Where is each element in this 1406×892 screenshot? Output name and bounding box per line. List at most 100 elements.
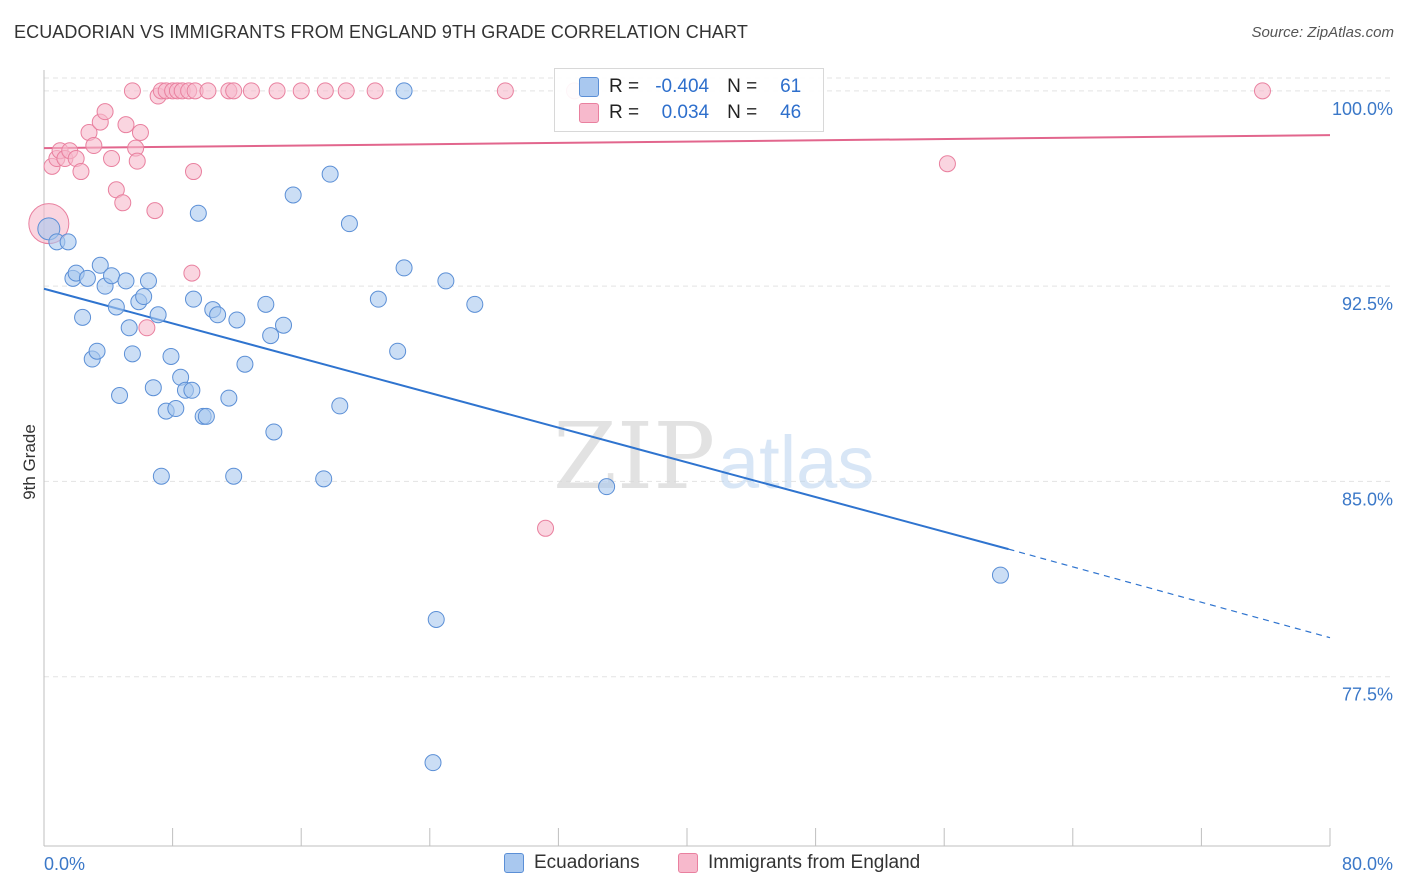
- point-ecuadorian: [135, 288, 153, 306]
- point-immigrant: [225, 82, 243, 100]
- legend-n-value: 46: [780, 102, 802, 123]
- point-ecuadorian: [275, 316, 293, 334]
- point-immigrant: [146, 202, 164, 220]
- point-ecuadorian: [111, 387, 129, 405]
- point-ecuadorian: [331, 397, 349, 415]
- legend-swatch-pink: [579, 103, 599, 123]
- point-ecuadorian: [991, 566, 1009, 584]
- point-immigrant: [366, 82, 384, 100]
- x-tick-label-end: 80.0%: [1342, 854, 1393, 874]
- point-immigrant: [316, 82, 334, 100]
- point-ecuadorian: [149, 306, 167, 324]
- point-immigrant: [496, 82, 514, 100]
- point-ecuadorian: [424, 754, 442, 772]
- legend-r-label: R =: [609, 102, 640, 123]
- point-ecuadorian: [74, 308, 92, 326]
- point-ecuadorian: [369, 290, 387, 308]
- watermark-atlas: atlas: [718, 421, 874, 504]
- watermark: ZIP atlas: [553, 403, 874, 510]
- tick-labels: 77.5% 85.0% 92.5% 100.0% 0.0% 80.0%: [44, 99, 1393, 874]
- source-credit: Source: ZipAtlas.com: [1251, 24, 1394, 41]
- point-immigrant: [1253, 82, 1271, 100]
- point-immigrant: [117, 116, 135, 134]
- point-ecuadorian: [123, 345, 141, 363]
- legend-swatch-blue: [504, 853, 524, 873]
- point-ecuadorian: [284, 186, 302, 204]
- point-ecuadorian: [103, 267, 121, 285]
- point-ecuadorian: [265, 423, 283, 441]
- legend-r-value: -0.404: [655, 76, 710, 97]
- point-immigrant: [123, 82, 141, 100]
- legend-swatch-blue: [579, 77, 599, 97]
- legend-label-immigrants: Immigrants from England: [708, 852, 921, 873]
- legend-n-label: N =: [727, 102, 758, 123]
- legend-item-immigrants: Immigrants from England: [678, 852, 920, 874]
- point-ecuadorian: [427, 610, 445, 628]
- point-ecuadorian: [437, 272, 455, 290]
- point-ecuadorian: [395, 259, 413, 277]
- point-ecuadorian: [183, 381, 201, 399]
- point-ecuadorian: [209, 306, 227, 324]
- point-ecuadorian: [197, 407, 215, 425]
- point-ecuadorian: [466, 295, 484, 313]
- point-ecuadorian: [189, 204, 207, 222]
- x-tick-label-start: 0.0%: [44, 854, 85, 874]
- legend-n-label: N =: [727, 76, 758, 97]
- point-immigrant: [199, 82, 217, 100]
- point-ecuadorian: [107, 298, 125, 316]
- axes: [43, 70, 1331, 847]
- point-ecuadorian: [162, 347, 180, 365]
- point-immigrant: [114, 194, 132, 212]
- point-immigrant: [268, 82, 286, 100]
- legend-r-label: R =: [609, 76, 640, 97]
- point-ecuadorian: [78, 269, 96, 287]
- point-ecuadorian: [262, 327, 280, 345]
- legend-n-value: 61: [780, 76, 802, 97]
- point-ecuadorian: [59, 233, 77, 251]
- gridlines: [44, 77, 1392, 678]
- point-immigrant: [103, 150, 121, 168]
- series-legend: Ecuadorians Immigrants from England: [0, 852, 1406, 878]
- point-immigrant: [183, 264, 201, 282]
- point-ecuadorian: [225, 467, 243, 485]
- point-immigrant: [128, 152, 146, 170]
- point-ecuadorian: [236, 355, 254, 373]
- point-ecuadorian: [598, 478, 616, 496]
- point-ecuadorian: [389, 342, 407, 360]
- trend-line-immigrants: [43, 134, 1331, 150]
- point-immigrant: [337, 82, 355, 100]
- y-axis-label: 9th Grade: [20, 424, 39, 500]
- point-ecuadorian: [88, 342, 106, 360]
- point-ecuadorian: [184, 290, 202, 308]
- point-ecuadorian: [340, 215, 358, 233]
- chart-title: ECUADORIAN VS IMMIGRANTS FROM ENGLAND 9T…: [14, 22, 748, 42]
- stats-legend: R = -0.404 N = 61 R = 0.034 N = 46: [554, 68, 824, 132]
- trend-line-ecuadorians-extension: [1008, 548, 1331, 639]
- y-tick-label: 100.0%: [1332, 99, 1393, 119]
- legend-item-ecuadorians: Ecuadorians: [504, 852, 640, 874]
- point-immigrant: [72, 163, 90, 181]
- y-tick-label: 92.5%: [1342, 294, 1393, 314]
- trend-lines: [43, 134, 1331, 639]
- point-ecuadorian: [120, 319, 138, 337]
- point-immigrant: [96, 103, 114, 121]
- point-immigrant: [292, 82, 310, 100]
- legend-row-immigrants: R = 0.034 N = 46: [579, 100, 801, 126]
- point-ecuadorian: [228, 311, 246, 329]
- point-immigrant: [184, 163, 202, 181]
- point-ecuadorian: [395, 82, 413, 100]
- point-ecuadorian: [139, 272, 157, 290]
- point-ecuadorian: [144, 379, 162, 397]
- trend-line-ecuadorians: [43, 287, 1009, 551]
- legend-row-ecuadorians: R = -0.404 N = 61: [579, 74, 801, 100]
- point-ecuadorian: [91, 256, 109, 274]
- point-ecuadorian: [257, 295, 275, 313]
- point-ecuadorian: [315, 470, 333, 488]
- point-immigrant: [242, 82, 260, 100]
- legend-label-ecuadorians: Ecuadorians: [534, 852, 640, 873]
- watermark-zip: ZIP: [553, 403, 715, 510]
- point-ecuadorian: [117, 272, 135, 290]
- point-immigrant: [85, 137, 103, 155]
